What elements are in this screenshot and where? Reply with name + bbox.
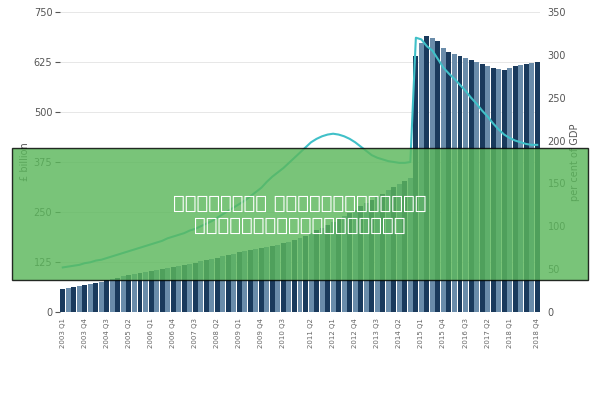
Bar [182,265,187,312]
Bar [209,259,214,312]
Bar [215,258,220,312]
Bar [391,187,396,312]
Bar [275,245,280,312]
Bar [308,233,314,312]
Bar [403,181,407,312]
Bar [424,36,430,312]
FancyBboxPatch shape [12,148,588,280]
Bar [198,261,203,312]
Bar [419,43,424,312]
Bar [380,194,385,312]
Bar [248,250,253,312]
Bar [320,228,325,312]
Bar [127,275,131,312]
Y-axis label: £ billion: £ billion [20,143,29,181]
Bar [496,69,501,312]
Bar [132,274,137,312]
Bar [204,260,209,312]
Bar [298,238,302,312]
Bar [121,276,126,312]
Bar [281,243,286,312]
Bar [441,48,446,312]
Bar [303,236,308,312]
Bar [170,267,176,312]
Bar [436,41,440,312]
Bar [485,66,490,312]
Bar [430,38,435,312]
Bar [242,251,247,312]
Bar [99,282,104,312]
Bar [110,279,115,312]
Bar [524,64,529,312]
Bar [149,271,154,312]
Bar [353,210,358,312]
Bar [474,62,479,312]
Bar [331,222,335,312]
Bar [292,240,297,312]
Bar [176,266,181,312]
Bar [341,216,347,312]
Bar [94,283,98,312]
Bar [446,52,451,312]
Bar [529,63,534,312]
Bar [220,256,225,312]
Bar [314,230,319,312]
Y-axis label: per cent of GDP: per cent of GDP [571,123,580,201]
Bar [479,64,485,312]
Bar [160,269,164,312]
Bar [502,70,506,312]
Bar [386,190,391,312]
Bar [71,287,76,312]
Bar [187,264,192,312]
Bar [535,62,540,312]
Bar [469,60,473,312]
Bar [237,252,242,312]
Bar [253,249,259,312]
Bar [232,254,236,312]
Bar [458,56,463,312]
Bar [369,200,374,312]
Bar [165,268,170,312]
Bar [259,248,264,312]
Bar [77,286,82,312]
Bar [512,66,518,312]
Bar [270,246,275,312]
Bar [325,225,330,312]
Bar [115,278,121,312]
Bar [137,273,142,312]
Bar [104,280,109,312]
Bar [336,219,341,312]
Bar [66,288,71,312]
Bar [397,184,402,312]
Text: 股票在线配资炒股 大学：公办大学、民办大学、
独立学院的毕业证和学位证区别有多大？: 股票在线配资炒股 大学：公办大学、民办大学、 独立学院的毕业证和学位证区别有多大… [173,194,427,234]
Bar [226,255,231,312]
Bar [507,68,512,312]
Bar [143,272,148,312]
Bar [375,197,380,312]
Bar [154,270,159,312]
Bar [364,203,368,312]
Bar [60,289,65,312]
Bar [82,285,88,312]
Bar [358,206,363,312]
Bar [413,56,418,312]
Bar [463,58,468,312]
Bar [286,242,292,312]
Bar [518,65,523,312]
Bar [193,263,197,312]
Bar [452,54,457,312]
Bar [408,178,413,312]
Bar [88,284,93,312]
Bar [491,68,496,312]
Bar [347,213,352,312]
Bar [265,247,269,312]
